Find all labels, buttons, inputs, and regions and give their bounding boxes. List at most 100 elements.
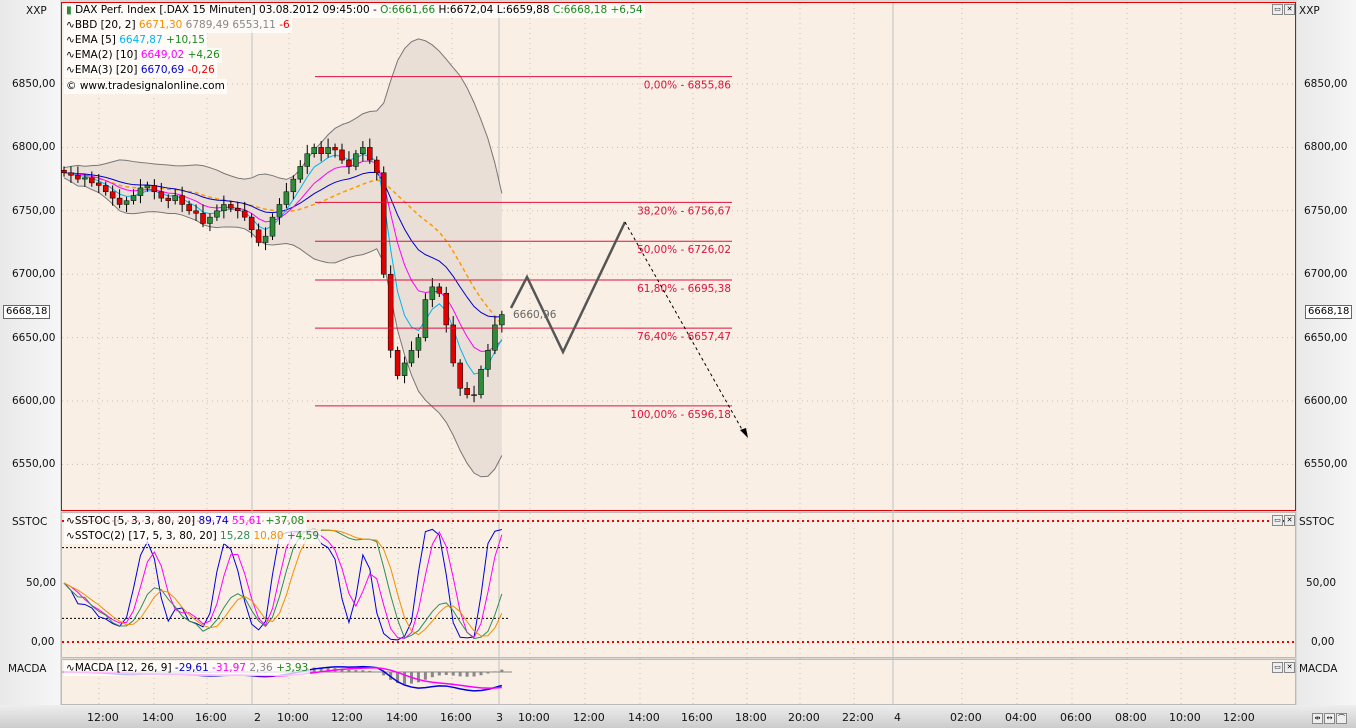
bbd-bands: 6789,49 6553,11 xyxy=(185,19,276,31)
candle-body xyxy=(186,204,192,212)
pane-minimize-button[interactable]: ▭ xyxy=(1272,4,1283,15)
time-tick: 3 xyxy=(496,711,503,724)
current-price-right: 6668,18 xyxy=(1305,305,1353,319)
macd-histogram-bar xyxy=(382,672,386,676)
zoom-in-icon[interactable]: ⇹ xyxy=(1312,713,1323,724)
candle-body xyxy=(332,147,338,151)
price-pane[interactable] xyxy=(61,2,1296,511)
price-tick-right: 6600,00 xyxy=(1304,395,1348,407)
header-legend: ▮ DAX Perf. Index [.DAX 15 Minuten] 03.0… xyxy=(64,3,645,18)
price-tick-left: 6850,00 xyxy=(12,78,56,90)
candle-body xyxy=(214,210,220,218)
copyright[interactable]: © www.tradesignalonline.com xyxy=(64,79,227,94)
macda-v1: -29,61 xyxy=(174,662,209,674)
candle-body xyxy=(394,350,401,376)
candle-body xyxy=(283,191,290,205)
pane-close-button[interactable]: ✕ xyxy=(1284,4,1295,15)
sstoc-v3: +37,08 xyxy=(265,515,305,527)
sstoc-minimize-button[interactable]: ▭ xyxy=(1272,515,1283,526)
price-tick-left: 6600,00 xyxy=(12,395,56,407)
time-tick: 12:00 xyxy=(573,711,605,724)
ema20-name: EMA(3) [20] xyxy=(74,64,138,76)
time-tick: 12:00 xyxy=(331,711,363,724)
sstoc-axis-label[interactable]: SSTOC xyxy=(12,516,48,528)
candle-body xyxy=(360,147,366,154)
macd-histogram-bar xyxy=(437,672,441,676)
macd-histogram-bar xyxy=(423,672,427,680)
macd-histogram-bar xyxy=(396,672,400,683)
ema10-value: 6649,02 xyxy=(140,49,185,61)
time-tick: 16:00 xyxy=(681,711,713,724)
projection-zigzag xyxy=(509,221,627,355)
candle-body xyxy=(325,147,331,154)
legend-ema5[interactable]: ∿EMA [5] 6647,87 +10,15 xyxy=(64,33,207,48)
close-value: C:6668,18 xyxy=(552,4,608,16)
sstoc-tick-50-right: 50,00 xyxy=(1306,577,1337,589)
macd-histogram-bar xyxy=(465,672,469,677)
time-tick: 2 xyxy=(254,711,261,724)
legend-bbd[interactable]: ∿BBD [20, 2] 6671,30 6789,49 6553,11 -6 xyxy=(64,18,292,33)
macd-histogram-bar xyxy=(451,672,455,676)
candle-body xyxy=(102,185,109,193)
candle-body xyxy=(241,210,248,218)
macd-histogram-bar xyxy=(368,670,372,672)
sstoc-v2: 55,61 xyxy=(231,515,262,527)
time-axis[interactable] xyxy=(0,705,1356,728)
macda-name: MACDA [12, 26, 9] xyxy=(74,662,172,674)
fib-level-label: 100,00% - 6596,18 xyxy=(630,409,731,421)
zoom-out-icon[interactable]: ↔ xyxy=(1324,713,1335,724)
scale-label-right[interactable]: XXP xyxy=(1299,5,1320,17)
legend-ema10[interactable]: ∿EMA(2) [10] 6649,02 +4,26 xyxy=(64,48,222,63)
sstoc-d xyxy=(63,530,503,640)
macda-axis-label[interactable]: MACDA xyxy=(8,663,47,675)
candle-body xyxy=(61,169,67,174)
macd-histogram-bar xyxy=(312,667,316,672)
sstoc2-name: SSTOC(2) [17, 5, 3, 80, 20] xyxy=(74,530,217,542)
fib-level-label: 50,00% - 6726,02 xyxy=(637,244,731,256)
ema5-name: EMA [5] xyxy=(74,34,116,46)
macda-axis-label-right[interactable]: MACDA xyxy=(1299,663,1338,675)
left-axis xyxy=(0,0,60,705)
candle-body xyxy=(408,350,415,364)
legend-ema20[interactable]: ∿EMA(3) [20] 6670,69 -0,26 xyxy=(64,63,217,78)
time-tick: 4 xyxy=(894,711,901,724)
macda-minimize-button[interactable]: ▭ xyxy=(1272,662,1283,673)
candle-body xyxy=(478,369,484,395)
legend-sstoc[interactable]: ∿SSTOC [5, 3, 3, 80, 20] 89,74 55,61 +37… xyxy=(64,514,307,529)
macda-v2: -31,97 xyxy=(212,662,246,674)
candle-body xyxy=(179,195,185,205)
time-tick: 18:00 xyxy=(735,711,767,724)
price-tick-left: 6750,00 xyxy=(12,204,56,217)
sstoc-axis-label-right[interactable]: SSTOC xyxy=(1299,516,1335,528)
legend-macda[interactable]: ∿MACDA [12, 26, 9] -29,61 -31,97 2,36 +3… xyxy=(64,661,311,676)
ema5-change: +10,15 xyxy=(166,34,205,46)
candle-body xyxy=(318,147,324,154)
bbd-name: BBD [20, 2] xyxy=(74,19,136,31)
fib-level-label: 76,40% - 6657,47 xyxy=(637,331,731,343)
chart-type-icon[interactable]: ⌒ xyxy=(1336,713,1347,724)
macd-histogram-bar xyxy=(472,672,476,677)
time-tick: 20:00 xyxy=(788,711,820,724)
candle-body xyxy=(436,286,443,294)
sstoc2-v2: 10,80 xyxy=(253,530,284,542)
price-tick-right: 6650,00 xyxy=(1304,331,1348,344)
scale-label-left[interactable]: XXP xyxy=(26,5,47,17)
candle-body xyxy=(429,286,436,300)
high-value: H:6672,04 xyxy=(438,4,494,16)
macda-close-button[interactable]: ✕ xyxy=(1284,662,1295,673)
legend-sstoc2[interactable]: ∿SSTOC(2) [17, 5, 3, 80, 20] 15,28 10,80… xyxy=(64,529,322,544)
time-tick: 10:00 xyxy=(518,711,550,724)
sstoc-close-button[interactable]: ✕ xyxy=(1284,515,1295,526)
candle-body xyxy=(290,178,297,193)
candle-body xyxy=(346,159,352,167)
candle-body xyxy=(207,216,213,224)
candle-body xyxy=(116,197,123,205)
candle-body xyxy=(82,177,88,180)
price-tick-right: 6750,00 xyxy=(1304,204,1348,217)
price-tick-right: 6850,00 xyxy=(1304,78,1348,90)
macd-histogram-bar xyxy=(403,672,407,685)
candle-body xyxy=(276,204,283,218)
price-tick-left: 6550,00 xyxy=(12,458,56,471)
sstoc-tick-50: 50,00 xyxy=(26,577,57,589)
